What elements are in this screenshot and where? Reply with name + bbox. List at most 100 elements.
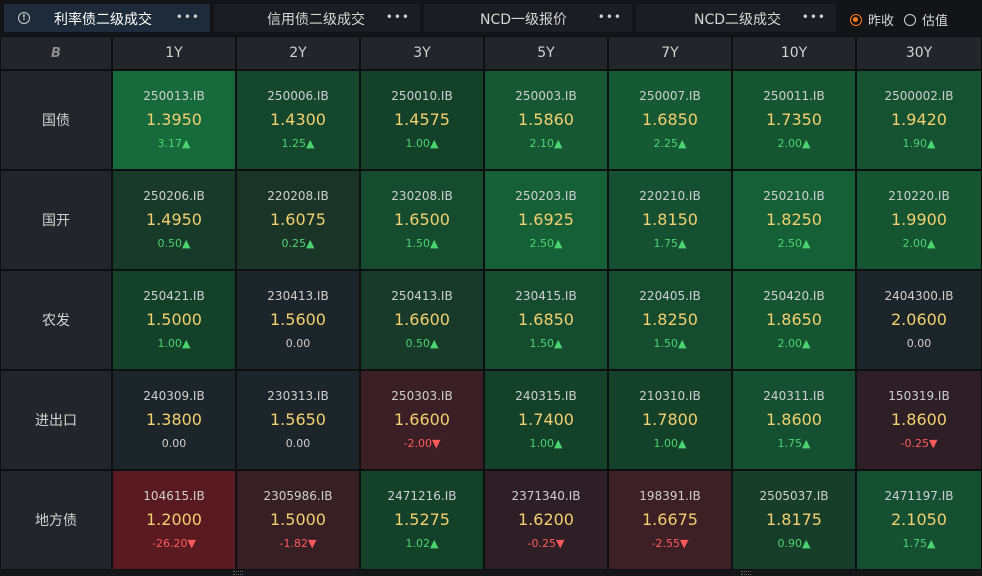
yield-value: 1.8650 [766,310,822,329]
radio-unselected-icon[interactable] [904,13,917,26]
bond-code: 250006.IB [267,89,329,103]
radio-selected-icon[interactable] [850,13,862,26]
quote-cell[interactable]: 240315.IB 1.7400 1.00▲ [484,370,608,470]
quote-cell[interactable]: 2371340.IB 1.6200 -0.25▼ [484,470,608,570]
bond-code: 220405.IB [639,289,701,303]
tab-ncd-secondary[interactable]: NCD二级成交 ••• [636,4,836,32]
yield-change: 2.50▲ [529,237,563,250]
more-icon[interactable]: ••• [175,10,200,24]
yield-value: 1.6075 [270,210,326,229]
resize-grip-icon[interactable] [233,571,243,575]
yield-value: 2.1050 [891,510,947,529]
quote-cell[interactable]: 250010.IB 1.4575 1.00▲ [360,70,484,170]
quote-cell[interactable]: 250013.IB 1.3950 3.17▲ [112,70,236,170]
bond-code: 230313.IB [267,389,329,403]
tab-credit-bond-secondary[interactable]: 信用债二级成交 ••• [214,4,420,32]
tenor-header-2y: 2Y [236,36,360,70]
quote-cell[interactable]: 198391.IB 1.6675 -2.55▼ [608,470,732,570]
quote-cell[interactable]: 210310.IB 1.7800 1.00▲ [608,370,732,470]
quote-cell[interactable]: 250006.IB 1.4300 1.25▲ [236,70,360,170]
radio-valuation[interactable]: 估值 [904,10,948,29]
quote-cell[interactable]: 250007.IB 1.6850 2.25▲ [608,70,732,170]
yield-change: 1.50▲ [529,337,563,350]
quote-cell[interactable]: 150319.IB 1.8600 -0.25▼ [856,370,982,470]
corner-cell: B [0,36,112,70]
more-icon[interactable]: ••• [597,10,622,24]
bond-code: 240309.IB [143,389,205,403]
tenor-header-1y: 1Y [112,36,236,70]
quote-cell[interactable]: 230208.IB 1.6500 1.50▲ [360,170,484,270]
quote-cell[interactable]: 240311.IB 1.8600 1.75▲ [732,370,856,470]
yield-value: 1.6600 [394,310,450,329]
bond-code: 2404300.IB [884,289,954,303]
yield-change: 2.00▲ [902,237,936,250]
yield-change: -2.00▼ [403,437,441,450]
bond-code: 240311.IB [763,389,825,403]
tab-label: 信用债二级成交 [267,12,365,28]
yield-change: 2.25▲ [653,137,687,150]
quote-cell[interactable]: 250210.IB 1.8250 2.50▲ [732,170,856,270]
yield-change: 2.00▲ [777,137,811,150]
quote-cell[interactable]: 230313.IB 1.5650 0.00 [236,370,360,470]
quote-cell[interactable]: 220210.IB 1.8150 1.75▲ [608,170,732,270]
quote-cell[interactable]: 2404300.IB 2.0600 0.00 [856,270,982,370]
yield-change: 0.50▲ [405,337,439,350]
quote-cell[interactable]: 2471197.IB 2.1050 1.75▲ [856,470,982,570]
quote-cell[interactable]: 210220.IB 1.9900 2.00▲ [856,170,982,270]
yield-change: 1.75▲ [902,537,936,550]
info-icon[interactable]: ! [18,12,30,24]
yield-value: 1.5860 [518,110,574,129]
radio-prev-close[interactable]: 昨收 [850,10,894,29]
quote-cell[interactable]: 250421.IB 1.5000 1.00▲ [112,270,236,370]
tab-ncd-primary[interactable]: NCD一级报价 ••• [424,4,632,32]
quote-cell[interactable]: 250203.IB 1.6925 2.50▲ [484,170,608,270]
yield-value: 1.8600 [766,410,822,429]
quote-cell[interactable]: 250420.IB 1.8650 2.00▲ [732,270,856,370]
quote-cell[interactable]: 230415.IB 1.6850 1.50▲ [484,270,608,370]
bond-code: 230415.IB [515,289,577,303]
bond-code: 250303.IB [391,389,453,403]
yield-change: -0.25▼ [527,537,565,550]
bond-code: 2500002.IB [884,89,954,103]
yield-change: -2.55▼ [651,537,689,550]
bond-code: 2471197.IB [884,489,954,503]
quote-cell[interactable]: 230413.IB 1.5600 0.00 [236,270,360,370]
bond-code: 250007.IB [639,89,701,103]
quote-cell[interactable]: 220405.IB 1.8250 1.50▲ [608,270,732,370]
yield-value: 1.7800 [642,410,698,429]
quote-cell[interactable]: 250011.IB 1.7350 2.00▲ [732,70,856,170]
bond-code: 250003.IB [515,89,577,103]
yield-value: 1.3800 [146,410,202,429]
yield-value: 1.6600 [394,410,450,429]
yield-change: 1.00▲ [405,137,439,150]
bond-code: 2505037.IB [759,489,829,503]
quote-cell[interactable]: 2305986.IB 1.5000 -1.82▼ [236,470,360,570]
quote-cell[interactable]: 240309.IB 1.3800 0.00 [112,370,236,470]
quote-cell[interactable]: 250206.IB 1.4950 0.50▲ [112,170,236,270]
bond-code: 230413.IB [267,289,329,303]
quote-cell[interactable]: 104615.IB 1.2000 -26.20▼ [112,470,236,570]
more-icon[interactable]: ••• [385,10,410,24]
quote-cell[interactable]: 2505037.IB 1.8175 0.90▲ [732,470,856,570]
quote-cell[interactable]: 250003.IB 1.5860 2.10▲ [484,70,608,170]
yield-change: 0.00 [285,437,311,450]
yield-value: 2.0600 [891,310,947,329]
bond-code: 210220.IB [888,189,950,203]
yield-value: 1.9420 [891,110,947,129]
quote-cell[interactable]: 2500002.IB 1.9420 1.90▲ [856,70,982,170]
quote-cell[interactable]: 2471216.IB 1.5275 1.02▲ [360,470,484,570]
yield-value: 1.8250 [766,210,822,229]
quote-cell[interactable]: 250413.IB 1.6600 0.50▲ [360,270,484,370]
yield-change: 0.25▲ [281,237,315,250]
bond-code: 2471216.IB [387,489,457,503]
yield-change: 1.02▲ [405,537,439,550]
tab-rate-bond-secondary[interactable]: ! 利率债二级成交 ••• [4,4,210,32]
more-icon[interactable]: ••• [801,10,826,24]
bond-code: 250420.IB [763,289,825,303]
quote-cell[interactable]: 220208.IB 1.6075 0.25▲ [236,170,360,270]
yield-change: 1.00▲ [157,337,191,350]
resize-grip-icon[interactable] [741,571,751,575]
bond-code: 250210.IB [763,189,825,203]
quote-cell[interactable]: 250303.IB 1.6600 -2.00▼ [360,370,484,470]
tenor-header-3y: 3Y [360,36,484,70]
